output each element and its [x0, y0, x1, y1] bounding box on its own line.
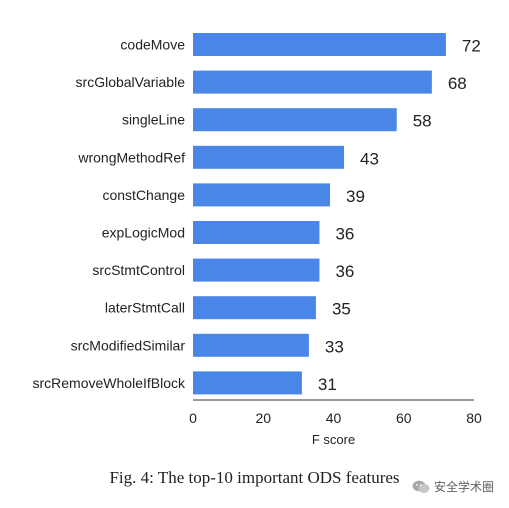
bar: [193, 70, 432, 94]
category-label: laterStmtCall: [105, 300, 185, 316]
watermark: 安全学术圈: [412, 478, 494, 495]
bar-chart: codeMove srcGlobalVariable singleLine wrong…: [33, 33, 482, 447]
category-label: singleLine: [122, 112, 185, 128]
category-label: srcStmtControl: [92, 262, 185, 278]
bar-series: [193, 33, 446, 395]
category-label: srcRemoveWholeIfBlock: [33, 375, 186, 391]
figure-caption: Fig. 4: The top-10 important ODS feature…: [109, 468, 400, 487]
bar: [193, 371, 302, 395]
category-label: srcModifiedSimilar: [71, 337, 186, 353]
bar: [193, 145, 345, 169]
data-label: 36: [335, 262, 354, 281]
x-tick-label: 80: [466, 410, 482, 426]
watermark-text: 安全学术圈: [434, 480, 495, 494]
data-label: 35: [332, 300, 351, 319]
bar: [193, 221, 320, 244]
data-label: 31: [318, 375, 337, 394]
data-label: 39: [346, 187, 365, 206]
x-tick-label: 20: [255, 410, 271, 426]
data-label: 68: [448, 74, 467, 93]
wechat-icon: [412, 480, 430, 493]
category-label: srcGlobalVariable: [76, 74, 186, 90]
bar: [193, 333, 309, 357]
x-tick-label: 60: [396, 410, 412, 426]
x-tick-label: 40: [326, 410, 342, 426]
data-label: 58: [413, 112, 432, 131]
x-axis-title: F score: [312, 432, 355, 447]
data-label: 36: [335, 225, 354, 244]
x-axis-ticks: 0 20 40 60 80: [189, 410, 482, 426]
bar: [193, 183, 330, 207]
category-label: constChange: [102, 187, 185, 203]
category-label: expLogicMod: [102, 225, 185, 241]
data-label: 72: [462, 37, 481, 56]
data-label: 33: [325, 337, 344, 356]
category-label: codeMove: [120, 37, 185, 53]
category-labels: codeMove srcGlobalVariable singleLine wrong…: [33, 37, 186, 391]
data-label: 43: [360, 149, 379, 168]
bar: [193, 258, 320, 282]
bar: [193, 296, 316, 320]
bar: [193, 108, 397, 132]
category-label: wrongMethodRef: [77, 149, 185, 165]
data-labels: 72 68 58 43 39 36 36 35 33 31: [318, 37, 481, 394]
bar: [193, 33, 446, 56]
x-tick-label: 0: [189, 410, 197, 426]
